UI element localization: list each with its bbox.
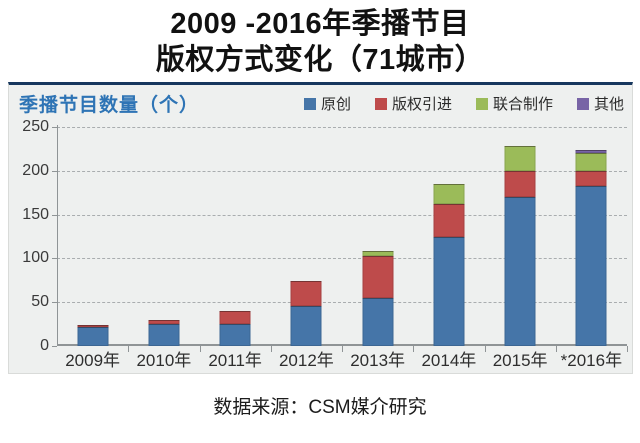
y-axis-tick-mark [52,346,57,347]
page-title-line1: 2009 -2016年季播节目 [170,8,470,40]
legend-item-2: 版权引进 [374,93,452,114]
y-axis-tick-label: 50 [31,293,49,311]
bar-segment-原创 [77,326,109,346]
bar-segment-版权引进 [148,319,180,325]
bar-slot-2010年: 2010年 [128,127,199,370]
x-axis-tick-label: 2011年 [208,351,262,370]
gridline-150 [57,214,627,216]
gridline-250 [57,127,627,128]
y-axis-tick-label: 0 [40,337,49,354]
x-axis-tick-label: 2009年 [65,351,121,370]
bar-segment-版权引进 [433,204,465,237]
y-axis [57,125,58,346]
bar-slot-2011年: 2011年 [200,127,271,370]
x-axis-tick-label: *2016年 [560,351,623,370]
bar-slot-2013年: 2013年 [342,127,413,370]
x-axis-tick-mark [199,346,201,352]
bar-slot-2012年: 2012年 [271,127,342,370]
x-axis-tick-mark [484,346,486,352]
legend-item-4: 其他 [576,93,624,114]
bar-slot-2015年: 2015年 [485,127,556,370]
y-axis-tick-label: 150 [22,205,49,223]
gridline-50 [57,302,627,304]
x-axis-tick-label: 2013年 [350,351,406,370]
stacked-bar-2011年 [219,310,251,346]
gridline-100 [57,258,627,260]
chart-axis-title: 季播节目数量（个） [19,95,200,116]
y-axis-tick-mark [52,302,57,304]
gridline-200 [57,170,627,172]
bar-slot-2009年: 2009年 [57,127,128,370]
chart-panel: 季播节目数量（个） 原创 版权引进 联合制作 其他 0 50 100 150 200 250 20… [8,82,633,374]
legend-label: 联合制作 [492,96,553,113]
y-axis-tick-label: 250 [22,118,49,135]
legend-item-3: 联合制作 [475,93,553,114]
bar-segment-原创 [575,185,607,346]
bar-segment-版权引进 [77,324,109,327]
x-axis-tick-mark [555,346,557,352]
stacked-bar-2012年 [290,281,322,346]
bar-segment-原创 [433,236,465,346]
y-axis-tick-label: 200 [22,161,49,179]
bar-segment-版权引进 [575,170,607,186]
legend-swatch-icon [576,97,589,110]
legend-label: 版权引进 [391,96,452,113]
bar-segment-版权引进 [290,281,322,306]
x-axis [57,344,627,346]
legend-label: 原创 [320,96,351,113]
x-axis-tick-mark [627,346,628,352]
legend-swatch-icon [303,97,316,110]
stacked-bar-2009年 [77,324,109,346]
bar-segment-联合制作 [575,153,607,171]
x-axis-tick-mark [413,346,415,352]
bar-segment-其他 [575,149,607,154]
bar-segment-版权引进 [219,310,251,325]
x-axis-tick-label: 2014年 [421,351,477,370]
bar-segment-原创 [504,197,536,346]
y-axis-tick-mark [52,214,57,216]
legend-swatch-icon [374,97,387,110]
x-axis-tick-label: 2012年 [278,351,334,370]
y-axis-tick-mark [52,127,57,128]
bar-segment-原创 [362,297,394,346]
chart-header: 季播节目数量（个） 原创 版权引进 联合制作 其他 [19,90,624,117]
stacked-bar-2014年 [433,183,465,346]
bar-segment-联合制作 [433,183,465,205]
bar-slot-2014年: 2014年 [413,127,484,370]
x-axis-tick-label: 2015年 [492,351,548,370]
legend-label: 其他 [593,96,624,113]
stacked-bar-2010年 [148,319,180,346]
x-axis-tick-mark [128,346,130,352]
bar-segment-版权引进 [504,170,536,198]
page-title: 2009 -2016年季播节目 版权方式变化（71城市） [0,6,640,78]
bar-slot-*2016年: *2016年 [556,127,627,370]
legend-swatch-icon [475,97,488,110]
bar-segment-原创 [148,324,180,346]
stacked-bar-*2016年 [575,149,607,346]
page-title-line2: 版权方式变化（71城市） [155,44,485,76]
bar-segment-联合制作 [504,146,536,171]
bar-segment-版权引进 [362,255,394,298]
bar-segment-原创 [290,305,322,346]
plot-area: 0 50 100 150 200 250 2009年 2010年 2011年 2012年 2013年… [22,118,628,370]
y-axis-tick-label: 100 [22,249,49,267]
bar-segment-原创 [219,324,251,346]
data-source-note: 数据来源：CSM媒介研究 [213,397,427,418]
x-axis-tick-mark [342,346,343,352]
chart-legend: 原创 版权引进 联合制作 其他 [303,93,624,114]
stacked-bar-2013年 [362,251,394,346]
x-axis-tick-mark [270,346,272,352]
bar-segment-联合制作 [362,251,394,256]
y-axis-tick-mark [52,258,57,260]
stacked-bar-2015年 [504,146,536,346]
legend-item-1: 原创 [303,93,351,114]
y-axis-tick-mark [52,170,57,172]
x-axis-tick-label: 2010年 [136,351,192,370]
